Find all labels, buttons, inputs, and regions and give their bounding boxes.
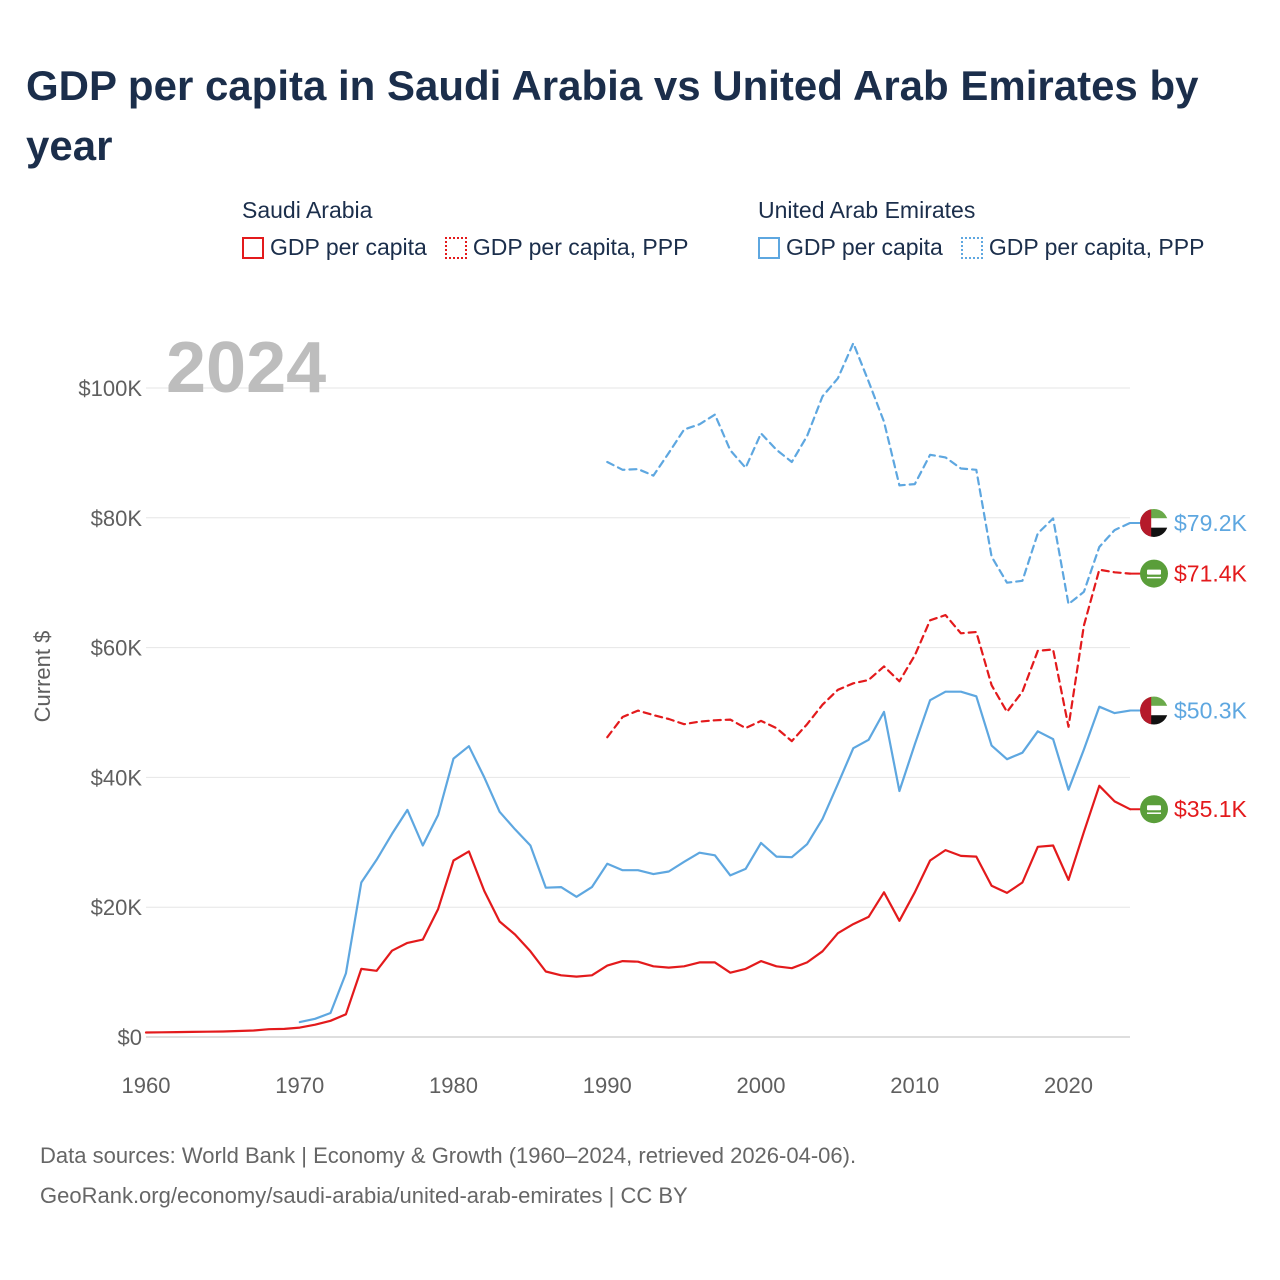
- x-tick-label: 1960: [122, 1073, 171, 1098]
- end-value-label: $35.1K: [1174, 796, 1248, 822]
- legend-swatch-dotted-icon: [960, 236, 983, 259]
- legend-group-title: Saudi Arabia: [242, 197, 373, 223]
- legend-item-label: GDP per capita, PPP: [988, 234, 1205, 260]
- series-line-united-arab-emirates[interactable]: [298, 690, 1132, 1024]
- legend-item-uae-gdp-ppp[interactable]: GDP per capita, PPP: [960, 234, 1205, 261]
- x-tick-label: 1990: [583, 1073, 632, 1098]
- x-tick-label: 2010: [890, 1073, 939, 1098]
- legend-item-saudi-gdp-ppp[interactable]: GDP per capita, PPP: [444, 234, 689, 261]
- y-tick-label: $0: [118, 1025, 142, 1050]
- legend-group-title: United Arab Emirates: [758, 197, 976, 223]
- series-line-saudi-arabia[interactable]: [144, 784, 1132, 1034]
- chart-title: GDP per capita in Saudi Arabia vs United…: [26, 62, 1199, 169]
- end-markers: $35.1K $71.4K $50.3K $79.2K: [1130, 508, 1248, 824]
- axes: $0 $20K $40K $60K $80K $100K 1960 1970 1980 1990 2…: [30, 376, 1130, 1098]
- y-tick-label: $60K: [91, 636, 143, 661]
- legend-group-saudi-arabia: Saudi Arabia GDP per capita GDP per capi…: [242, 192, 688, 261]
- legend-item-label: GDP per capita, PPP: [472, 234, 689, 260]
- footer-source-line: Data sources: World Bank | Economy & Gro…: [40, 1143, 857, 1168]
- uae-flag-icon: [1140, 696, 1168, 725]
- footer-url-line: GeoRank.org/economy/saudi-arabia/united-…: [40, 1183, 688, 1208]
- x-tick-label: 2000: [737, 1073, 786, 1098]
- end-value-label: $71.4K: [1174, 561, 1248, 587]
- y-tick-label: $100K: [78, 376, 142, 401]
- uae-flag-icon: [1140, 508, 1168, 537]
- legend-swatch-solid-icon: [242, 236, 264, 259]
- series-line-united-arab-emirates-ppp[interactable]: [606, 342, 1132, 606]
- y-tick-label: $80K: [91, 506, 143, 531]
- saudi-arabia-flag-icon: [1140, 559, 1168, 588]
- line-chart: $0 $20K $40K $60K $80K $100K 1960 1970 1980 1990 2…: [30, 342, 1248, 1098]
- year-watermark: 2024: [166, 328, 327, 408]
- legend-item-saudi-gdp[interactable]: GDP per capita: [242, 234, 427, 261]
- end-value-label: $79.2K: [1174, 510, 1248, 536]
- series-line-saudi-arabia-ppp[interactable]: [606, 568, 1132, 743]
- y-tick-label: $40K: [91, 765, 143, 790]
- footer-source: Data sources: World Bank | Economy & Gro…: [40, 1136, 856, 1216]
- x-tick-label: 1970: [275, 1073, 324, 1098]
- y-tick-label: $20K: [91, 895, 143, 920]
- y-axis-title: Current $: [30, 631, 55, 723]
- legend-item-uae-gdp[interactable]: GDP per capita: [758, 234, 943, 261]
- saudi-arabia-flag-icon: [1140, 795, 1168, 824]
- legend-group-united-arab-emirates: United Arab Emirates GDP per capita GDP …: [758, 192, 1204, 261]
- legend-swatch-solid-icon: [758, 236, 780, 259]
- series-lines: [144, 342, 1132, 1034]
- x-tick-label: 1980: [429, 1073, 478, 1098]
- legend-item-label: GDP per capita: [786, 234, 943, 260]
- legend-swatch-dotted-icon: [444, 236, 467, 259]
- x-tick-label: 2020: [1044, 1073, 1093, 1098]
- end-value-label: $50.3K: [1174, 698, 1248, 724]
- legend-item-label: GDP per capita: [270, 234, 427, 260]
